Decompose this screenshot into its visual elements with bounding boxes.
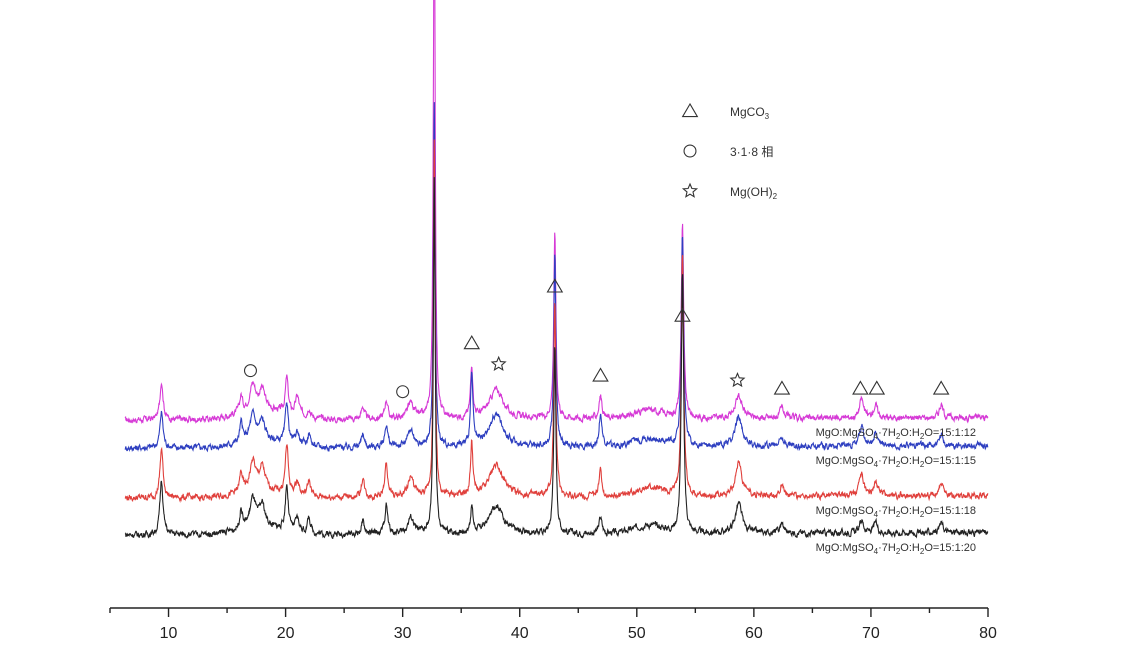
x-tick-label: 10 — [160, 625, 178, 642]
series-label-part: 2 — [896, 510, 901, 519]
series-label-part: ·7H — [878, 427, 896, 439]
legend-star-symbol — [681, 182, 699, 198]
series-label-part: MgO:MgSO — [816, 455, 875, 467]
x-tick-label: 40 — [511, 625, 529, 642]
series-label-part: 4 — [874, 547, 879, 556]
series-label-part: O=15:1:20 — [924, 542, 976, 554]
series-label-part: 2 — [896, 432, 901, 441]
series-label-part: 2 — [920, 460, 925, 469]
x-tick-label: 80 — [979, 625, 997, 642]
legend-label-1: MgCO3 — [730, 105, 770, 121]
series-label-1: MgO:MgSO4·7H2O:H2O=15:1:12 — [816, 427, 976, 441]
series-label-part: O=15:1:15 — [924, 455, 976, 467]
series-label-part: O:H — [900, 455, 920, 467]
series-layer — [124, 0, 989, 540]
legend-label-text: MgCO — [730, 105, 765, 119]
series-label-part: ·7H — [878, 505, 896, 517]
triangle-peak-marker — [868, 380, 886, 395]
legend-label-2: 3·1·8 相 — [730, 145, 773, 159]
series-label-3: MgO:MgSO4·7H2O:H2O=15:1:18 — [816, 505, 976, 519]
series-label-part: 2 — [920, 510, 925, 519]
series-label-part: ·7H — [878, 542, 896, 554]
series-label-part: MgO:MgSO — [816, 427, 875, 439]
x-tick-label: 30 — [394, 625, 412, 642]
legend-label-sub: 3 — [765, 112, 770, 121]
series-label-2: MgO:MgSO4·7H2O:H2O=15:1:15 — [816, 455, 976, 469]
star-peak-marker — [729, 371, 746, 388]
legend-label-text: 3·1·8 相 — [730, 145, 773, 159]
series-label-part: O:H — [900, 542, 920, 554]
series-label-part: 4 — [874, 432, 879, 441]
series-label-layer: MgO:MgSO4·7H2O:H2O=15:1:12MgO:MgSO4·7H2O… — [816, 427, 976, 556]
x-tick-label: 50 — [628, 625, 646, 642]
series-label-part: 2 — [896, 460, 901, 469]
legend: MgCO3 3·1·8 相 Mg(OH)2 — [681, 102, 778, 201]
legend-triangle-symbol — [681, 102, 699, 118]
x-tick-label: 70 — [862, 625, 880, 642]
legend-label-text: Mg(OH) — [730, 185, 773, 199]
series-label-part: MgO:MgSO — [816, 542, 875, 554]
series-line-3 — [124, 139, 989, 503]
series-label-part: 4 — [874, 510, 879, 519]
series-label-part: ·7H — [878, 455, 896, 467]
series-label-part: O:H — [900, 427, 920, 439]
series-label-part: 4 — [874, 460, 879, 469]
series-label-part: O=15:1:18 — [924, 505, 976, 517]
legend-label-3: Mg(OH)2 — [730, 185, 778, 201]
triangle-peak-marker — [932, 380, 950, 395]
x-axis: 10 20 30 40 50 60 70 80 — [109, 607, 997, 642]
series-line-2 — [124, 102, 989, 453]
series-label-part: MgO:MgSO — [816, 505, 875, 517]
star-peak-marker — [490, 355, 507, 371]
series-label-part: O:H — [900, 505, 920, 517]
triangle-peak-marker — [463, 335, 481, 350]
peak-marker-layer — [243, 278, 950, 399]
legend-label-sub: 2 — [773, 192, 778, 201]
series-label-4: MgO:MgSO4·7H2O:H2O=15:1:20 — [816, 542, 976, 556]
legend-circle-symbol — [683, 144, 697, 158]
triangle-peak-marker — [546, 278, 564, 293]
series-label-part: 2 — [896, 547, 901, 556]
triangle-peak-marker — [852, 380, 869, 395]
series-label-part: 2 — [920, 432, 925, 441]
x-tick-label: 20 — [277, 625, 295, 642]
series-label-part: O=15:1:12 — [924, 427, 976, 439]
triangle-peak-marker — [592, 367, 609, 382]
series-line-4 — [124, 177, 989, 540]
triangle-peak-marker — [674, 307, 691, 322]
circle-peak-marker — [243, 364, 257, 378]
x-tick-label: 60 — [745, 625, 763, 642]
triangle-peak-marker — [773, 380, 791, 395]
circle-peak-marker — [396, 385, 410, 399]
series-label-part: 2 — [920, 547, 925, 556]
